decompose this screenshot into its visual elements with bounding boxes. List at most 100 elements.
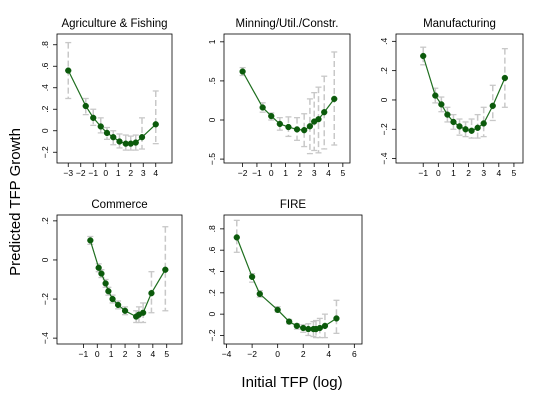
y-tick-label: −.4 — [379, 152, 389, 164]
data-point — [95, 264, 102, 271]
data-point — [474, 124, 481, 131]
x-tick-label: −2 — [76, 168, 86, 178]
y-tick-label: 0 — [379, 97, 389, 102]
data-point — [152, 121, 159, 128]
y-tick-label: 0 — [207, 312, 217, 317]
data-point — [248, 273, 256, 280]
x-tick-label: 0 — [436, 168, 441, 178]
data-point — [102, 280, 109, 287]
y-tick-label: .2 — [379, 67, 389, 74]
data-point — [301, 127, 308, 134]
y-tick-label: −.2 — [379, 123, 389, 135]
panel-1: Minning/Util./Constr.−2 −1 0 1 2 3 4 5−.50.51 — [207, 18, 351, 178]
panel-frame — [56, 214, 183, 345]
panel-frame — [395, 33, 524, 164]
x-tick-label: 0 — [269, 168, 274, 178]
y-tick-label: 0 — [40, 257, 50, 262]
x-tick-label: 0 — [275, 349, 280, 359]
data-point — [116, 138, 123, 145]
data-point — [114, 301, 122, 309]
y-tick-label: .8 — [207, 225, 217, 232]
data-point — [450, 118, 457, 126]
data-point — [456, 123, 463, 130]
data-point — [444, 111, 451, 118]
data-point — [105, 288, 112, 295]
data-point — [285, 123, 292, 131]
panel-3: Commerce−1 0 1 2 3 4 5−.4−.20.2 — [40, 199, 183, 359]
data-point — [468, 127, 475, 134]
y-tick-label: .6 — [207, 246, 217, 253]
data-point — [256, 290, 263, 298]
data-point — [480, 120, 487, 127]
panel-2: Manufacturing−1 0 1 2 3 4 5−.4−.20.2.4 — [379, 18, 524, 178]
x-tick-label: 5 — [340, 168, 345, 178]
x-tick-label: 4 — [496, 168, 501, 178]
panel-frame — [56, 33, 173, 164]
y-tick-label: −.5 — [207, 153, 217, 165]
panel-title: Minning/Util./Constr. — [236, 18, 339, 30]
data-point — [139, 309, 147, 316]
data-point — [109, 295, 116, 303]
data-point — [462, 126, 469, 133]
data-point — [321, 109, 328, 116]
x-tick-label: 1 — [283, 168, 288, 178]
y-tick-label: .4 — [207, 268, 217, 275]
x-tick-label: 4 — [153, 168, 158, 178]
y-tick-label: .6 — [40, 62, 50, 69]
x-tick-label: 0 — [95, 349, 100, 359]
panel-0: Agriculture & Fishing−3 −2 −1 0 1 2 3 4−.20.2.4… — [40, 18, 173, 178]
y-tick-label: 0 — [40, 128, 50, 133]
x-tick-label: 2 — [123, 349, 128, 359]
data-point — [65, 67, 72, 74]
data-point — [87, 237, 94, 244]
y-tick-label: 1 — [207, 39, 217, 44]
data-point — [138, 134, 146, 141]
data-point — [259, 104, 266, 111]
x-tick-label: 2 — [466, 168, 471, 178]
data-point — [276, 120, 283, 128]
data-point — [233, 234, 240, 241]
data-point — [97, 123, 104, 130]
data-point — [82, 102, 89, 110]
x-tick-label: −2 — [247, 349, 257, 359]
y-tick-label: −.2 — [207, 329, 217, 341]
x-tick-label: 3 — [481, 168, 486, 178]
x-tick-label: 4 — [326, 349, 331, 359]
series-line — [89, 240, 166, 318]
data-point — [333, 315, 340, 322]
data-point — [98, 270, 105, 277]
x-tick-label: 1 — [109, 349, 114, 359]
data-point — [331, 95, 338, 103]
data-point — [438, 101, 445, 108]
x-tick-label: 2 — [301, 349, 306, 359]
data-point — [420, 52, 427, 60]
data-point — [148, 290, 155, 297]
x-tick-label: −1 — [88, 168, 98, 178]
x-tick-label: −4 — [222, 349, 232, 359]
x-tick-label: 6 — [352, 349, 357, 359]
data-point — [103, 129, 111, 137]
y-tick-label: .2 — [40, 217, 50, 224]
data-point — [501, 74, 509, 82]
y-tick-label: −.4 — [40, 332, 50, 344]
x-tick-label: 4 — [326, 168, 331, 178]
x-tick-label: −1 — [79, 349, 89, 359]
data-point — [293, 322, 300, 330]
x-tick-label: 4 — [150, 349, 155, 359]
y-tick-label: .4 — [379, 38, 389, 45]
x-tick-label: 3 — [141, 168, 146, 178]
data-point — [90, 114, 97, 121]
x-tick-label: 3 — [312, 168, 317, 178]
data-point — [274, 306, 281, 314]
y-tick-label: .4 — [40, 84, 50, 91]
x-tick-label: −3 — [63, 168, 73, 178]
data-point — [315, 116, 322, 123]
y-tick-label: .2 — [207, 289, 217, 296]
data-point — [306, 123, 314, 130]
x-tick-label: −2 — [238, 168, 248, 178]
x-tick-label: 3 — [137, 349, 142, 359]
panel-title: Manufacturing — [423, 18, 496, 30]
panels: Agriculture & Fishing−3 −2 −1 0 1 2 3 4−.20.2.4… — [40, 18, 524, 359]
x-tick-label: −1 — [418, 168, 428, 178]
